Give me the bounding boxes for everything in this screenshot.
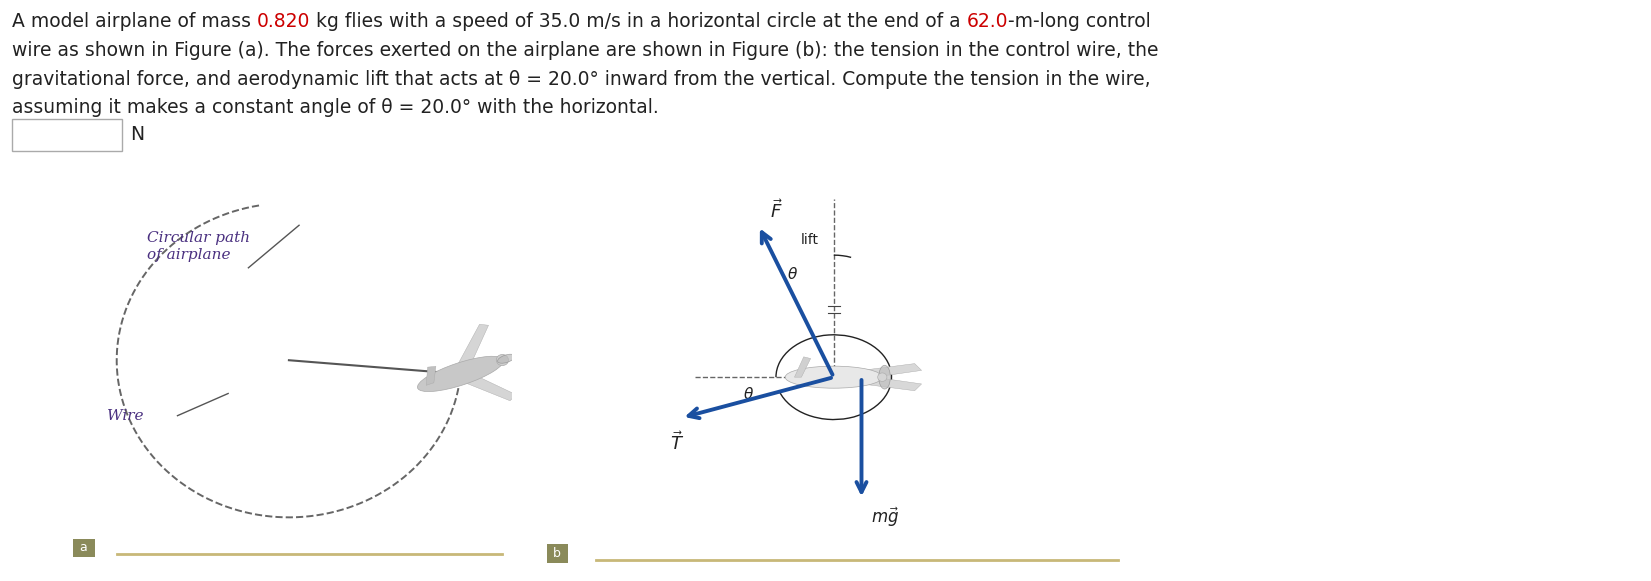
Text: -m-long control: -m-long control xyxy=(1009,12,1151,31)
Polygon shape xyxy=(451,367,517,401)
Text: a: a xyxy=(76,541,92,554)
Text: N: N xyxy=(130,125,144,145)
Ellipse shape xyxy=(497,354,509,365)
Text: $\vec{T}$: $\vec{T}$ xyxy=(670,431,684,454)
Ellipse shape xyxy=(786,366,882,388)
Text: $\vec{F}$: $\vec{F}$ xyxy=(771,200,783,223)
Polygon shape xyxy=(822,364,921,384)
Ellipse shape xyxy=(878,365,890,389)
Text: assuming it makes a constant angle of θ = 20.0° with the horizontal.: assuming it makes a constant angle of θ … xyxy=(12,98,659,117)
Ellipse shape xyxy=(418,356,504,392)
Polygon shape xyxy=(451,324,489,381)
Polygon shape xyxy=(822,371,921,390)
Text: $\theta$: $\theta$ xyxy=(786,266,797,282)
Text: gravitational force, and aerodynamic lift that acts at θ = 20.0° inward from the: gravitational force, and aerodynamic lif… xyxy=(12,70,1151,89)
Polygon shape xyxy=(426,367,436,385)
Polygon shape xyxy=(794,357,811,377)
Text: A model airplane of mass: A model airplane of mass xyxy=(12,12,258,31)
Text: $\theta$: $\theta$ xyxy=(743,386,755,402)
Text: Wire: Wire xyxy=(107,408,144,423)
Bar xyxy=(12,119,122,151)
Text: lift: lift xyxy=(801,232,819,247)
Text: 0.820: 0.820 xyxy=(258,12,310,31)
Text: kg flies with a speed of 35.0 m/s in a horizontal circle at the end of a: kg flies with a speed of 35.0 m/s in a h… xyxy=(310,12,967,31)
Text: 62.0: 62.0 xyxy=(967,12,1009,31)
Ellipse shape xyxy=(878,373,887,381)
Text: Circular path
of airplane: Circular path of airplane xyxy=(147,231,251,262)
Text: b: b xyxy=(550,547,565,560)
Text: $m\vec{g}$: $m\vec{g}$ xyxy=(870,506,898,529)
Ellipse shape xyxy=(497,354,515,363)
Text: wire as shown in Figure (a). The forces exerted on the airplane are shown in Fig: wire as shown in Figure (a). The forces … xyxy=(12,41,1159,60)
